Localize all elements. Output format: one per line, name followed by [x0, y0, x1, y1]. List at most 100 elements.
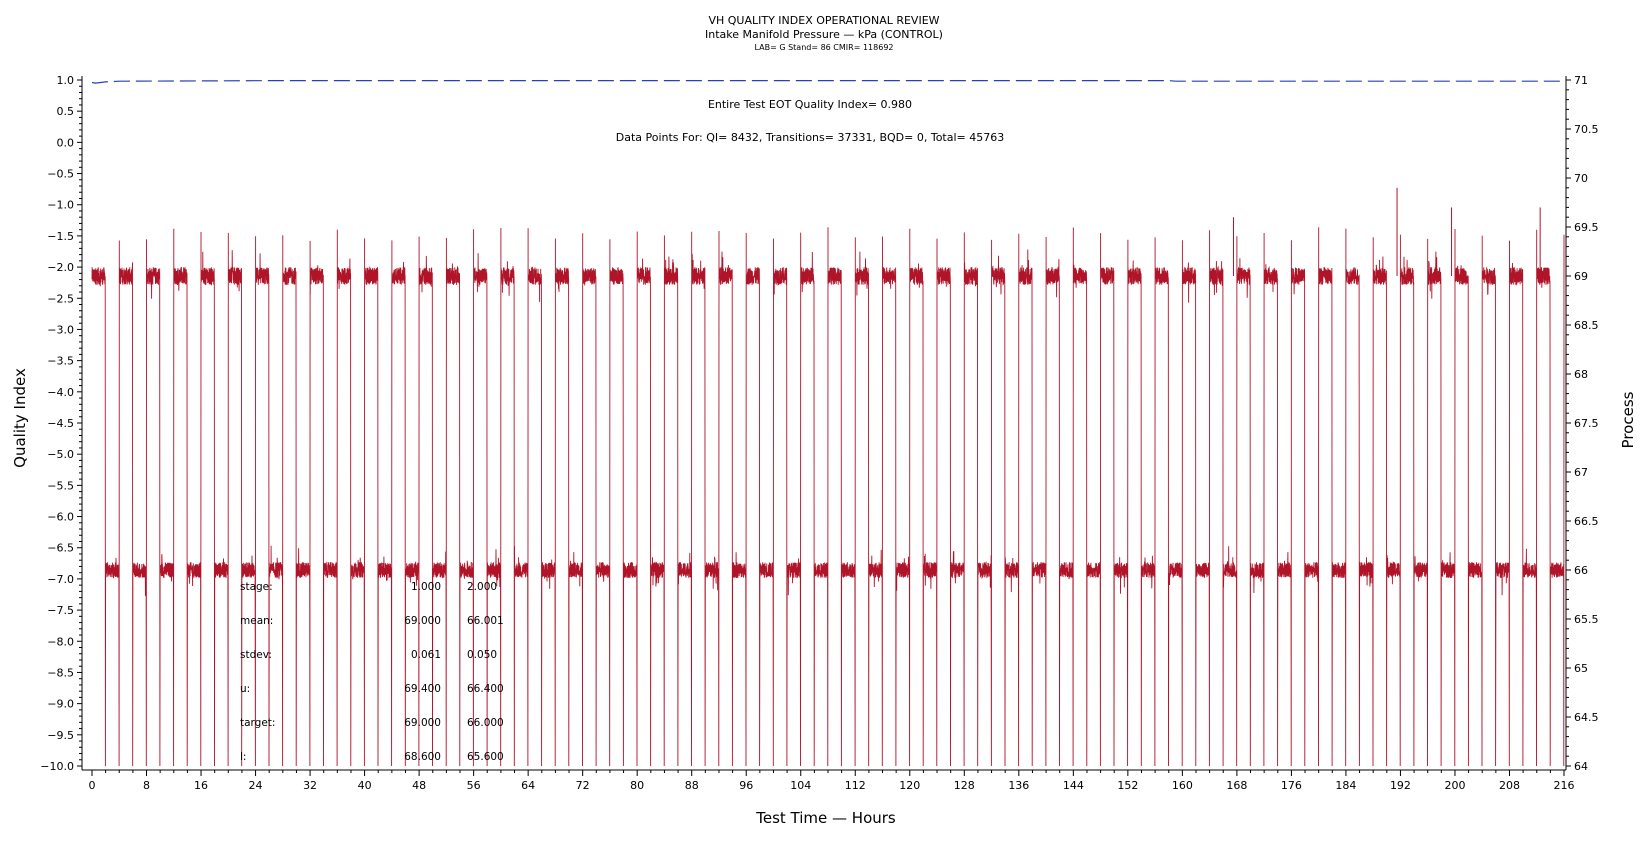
stat-stage2-value: 2.000: [467, 581, 497, 593]
y-tick-label: 0.0: [57, 136, 75, 149]
process-series: [91, 187, 1565, 767]
y-tick-label: 0.5: [57, 105, 75, 118]
y2-tick-label: 67: [1574, 466, 1588, 479]
y-tick-label: −3.0: [47, 323, 74, 336]
quality-index-line: [91, 80, 1564, 84]
y2-tick-label: 69.5: [1574, 221, 1599, 234]
y-tick-label: −3.5: [47, 355, 74, 368]
y-tick-label: −9.5: [47, 729, 74, 742]
left-y-axis: 1.0 0.5 0.0 −0.5 −1.0 −1.5 −2.0 −2.5 −3.0 −3.5 −4.…: [40, 74, 82, 773]
y-tick-label: 1.0: [57, 74, 75, 87]
y-tick-label: −2.0: [47, 261, 74, 274]
y2-tick-label: 66.5: [1574, 515, 1599, 528]
x-tick-label: 104: [790, 779, 811, 792]
y2-tick-label: 65.5: [1574, 613, 1599, 626]
y-tick-label: −5.0: [47, 448, 74, 461]
y2-tick-label: 66: [1574, 564, 1588, 577]
stage-stats-table: stage: 1.000 2.000 mean: 69.000 66.001 stdev: 0…: [240, 581, 504, 763]
x-tick-label: 216: [1554, 779, 1575, 792]
x-axis-title: Test Time — Hours: [755, 809, 896, 827]
stat-stage2-value: 65.600: [467, 751, 504, 763]
y-tick-label: −1.0: [47, 199, 74, 212]
y2-tick-label: 67.5: [1574, 417, 1599, 430]
x-tick-label: 160: [1172, 779, 1193, 792]
stat-label: mean:: [240, 615, 273, 627]
y-tick-label: −6.0: [47, 511, 74, 524]
x-tick-label: 200: [1444, 779, 1465, 792]
chart-subtitle: Intake Manifold Pressure — kPa (CONTROL): [705, 28, 943, 41]
stat-label: l:: [240, 751, 246, 763]
x-tick-label: 192: [1390, 779, 1411, 792]
y-axis-title: Quality Index: [11, 368, 29, 468]
x-tick-label: 40: [358, 779, 372, 792]
stat-stage1-value: 1.000: [411, 581, 441, 593]
x-tick-label: 24: [249, 779, 263, 792]
y-tick-label: −7.0: [47, 573, 74, 586]
x-tick-label: 184: [1335, 779, 1356, 792]
stat-label: target:: [240, 717, 275, 729]
x-tick-label: 112: [845, 779, 866, 792]
quality-index-series: [91, 80, 1564, 84]
x-tick-label: 144: [1063, 779, 1084, 792]
eot-quality-index: Entire Test EOT Quality Index= 0.980: [708, 98, 912, 111]
y-tick-label: −8.5: [47, 666, 74, 679]
x-tick-label: 128: [954, 779, 975, 792]
stat-stage2-value: 66.400: [467, 683, 504, 695]
right-y-axis: 71 70.5 70 69.5 69 68.5 68 67.5 67 66.5 66 65.5 65 64…: [1566, 74, 1599, 773]
stat-stage1-value: 69.000: [404, 717, 441, 729]
y-tick-label: −9.0: [47, 698, 74, 711]
data-points-summary: Data Points For: QI= 8432, Transitions= …: [616, 131, 1005, 144]
y-tick-label: −4.0: [47, 386, 74, 399]
y-tick-label: −10.0: [40, 760, 74, 773]
x-tick-label: 80: [630, 779, 644, 792]
x-tick-label: 208: [1499, 779, 1520, 792]
stat-label: u:: [240, 683, 250, 695]
y2-tick-label: 68: [1574, 368, 1588, 381]
stat-stage2-value: 66.001: [467, 615, 504, 627]
x-tick-label: 0: [89, 779, 96, 792]
stat-stage1-value: 0.061: [411, 649, 441, 661]
stat-label: stdev:: [240, 649, 272, 661]
x-tick-label: 56: [467, 779, 481, 792]
stat-stage1-value: 68.600: [404, 751, 441, 763]
y-tick-label: −2.5: [47, 292, 74, 305]
process-trace: [91, 227, 1565, 767]
x-tick-label: 64: [521, 779, 535, 792]
y-tick-label: −4.5: [47, 417, 74, 430]
stat-label: stage:: [240, 581, 273, 593]
y-tick-label: −7.5: [47, 604, 74, 617]
chart-title: VH QUALITY INDEX OPERATIONAL REVIEW: [708, 14, 940, 27]
stat-stage1-value: 69.000: [404, 615, 441, 627]
stat-stage1-value: 69.400: [404, 683, 441, 695]
y-tick-label: −0.5: [47, 168, 74, 181]
x-tick-label: 136: [1008, 779, 1029, 792]
x-tick-label: 152: [1117, 779, 1138, 792]
x-tick-label: 176: [1281, 779, 1302, 792]
stat-stage2-value: 0.050: [467, 649, 497, 661]
y2-tick-label: 64: [1574, 760, 1588, 773]
y2-tick-label: 64.5: [1574, 711, 1599, 724]
y2-tick-label: 68.5: [1574, 319, 1599, 332]
x-tick-label: 96: [739, 779, 753, 792]
x-tick-label: 16: [194, 779, 208, 792]
y-tick-label: −1.5: [47, 230, 74, 243]
plot-frame: [81, 76, 1567, 771]
x-tick-label: 168: [1226, 779, 1247, 792]
y-tick-label: −5.5: [47, 479, 74, 492]
y-tick-label: −6.5: [47, 542, 74, 555]
lab-stand-line: LAB= G Stand= 86 CMIR= 118692: [754, 43, 894, 52]
y2-axis-title: Process: [1619, 391, 1637, 448]
x-tick-label: 72: [576, 779, 590, 792]
x-axis: 0 8 16 24 32 40 48 56 64 72 80 88 96 104 112 120 128 136 1…: [89, 770, 1575, 792]
chart-title-block: VH QUALITY INDEX OPERATIONAL REVIEW Inta…: [0, 14, 1648, 54]
y2-tick-label: 71: [1574, 74, 1588, 87]
x-tick-label: 8: [143, 779, 150, 792]
x-tick-label: 32: [303, 779, 317, 792]
x-tick-label: 120: [899, 779, 920, 792]
y2-tick-label: 65: [1574, 662, 1588, 675]
y2-tick-label: 70: [1574, 172, 1588, 185]
y-tick-label: −8.0: [47, 635, 74, 648]
x-tick-label: 88: [685, 779, 699, 792]
y2-tick-label: 70.5: [1574, 123, 1599, 136]
